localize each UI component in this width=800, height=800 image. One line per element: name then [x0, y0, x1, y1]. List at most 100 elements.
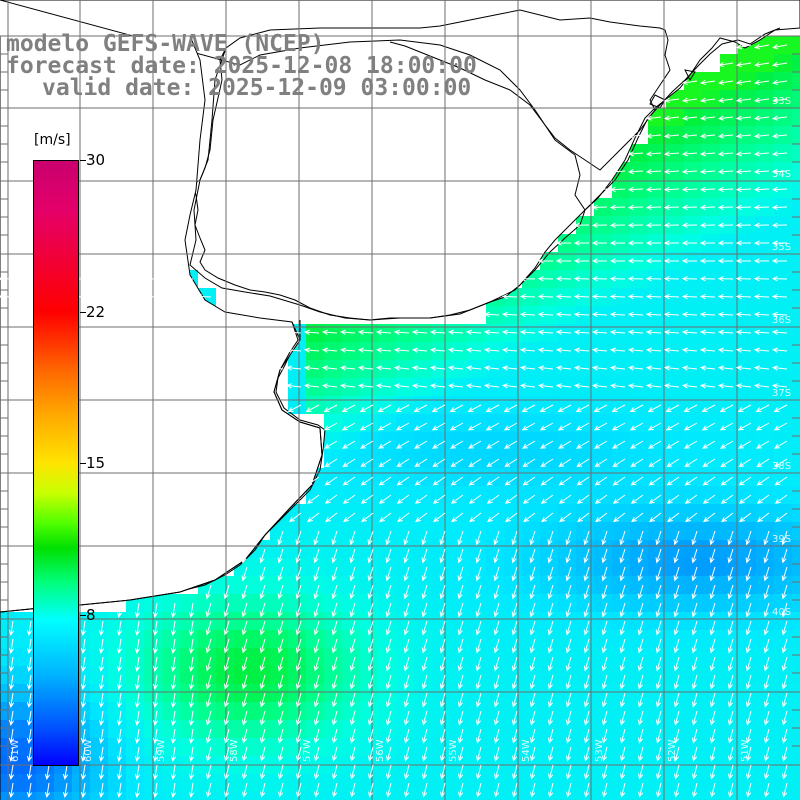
wind-arrow: [684, 440, 698, 449]
wind-cell: [468, 432, 486, 450]
wind-cell: [630, 648, 648, 666]
wind-arrow: [619, 584, 626, 600]
wind-cell: [702, 90, 720, 108]
wind-arrow: [493, 638, 500, 654]
wind-arrow: [339, 329, 356, 335]
wind-cell: [252, 702, 270, 720]
latitude-label: 33S: [772, 96, 791, 107]
wind-arrow: [637, 566, 644, 582]
wind-cell: [720, 522, 738, 540]
wind-cell: [648, 648, 666, 666]
wind-cell: [558, 630, 576, 648]
wind-cell: [0, 774, 18, 792]
wind-cell: [216, 630, 234, 648]
wind-cell: [288, 648, 306, 666]
wind-arrow: [519, 276, 536, 282]
wind-arrow: [511, 710, 518, 726]
wind-cell: [306, 702, 324, 720]
wind-arrow: [700, 61, 716, 68]
wind-arrow: [457, 584, 464, 600]
wind-cell: [288, 522, 306, 540]
wind-arrow: [763, 710, 770, 726]
wind-arrow: [134, 656, 141, 672]
wind-arrow: [702, 440, 716, 449]
wind-cell: [774, 558, 792, 576]
wind-cell: [324, 684, 342, 702]
wind-arrow: [555, 240, 572, 246]
wind-arrow: [763, 674, 770, 690]
wind-arrow: [539, 404, 554, 412]
wind-cell: [792, 576, 800, 594]
wind-arrow: [655, 548, 662, 564]
wind-arrow: [323, 404, 338, 412]
wind-arrow: [727, 566, 734, 582]
wind-arrow: [350, 782, 356, 798]
wind-cell: [198, 738, 216, 756]
wind-cell: [342, 774, 360, 792]
wind-arrow: [681, 97, 698, 103]
wind-arrow: [573, 365, 590, 371]
wind-arrow: [699, 311, 716, 318]
wind-cell: [720, 72, 738, 90]
wind-arrow: [523, 512, 536, 523]
wind-cell: [414, 666, 432, 684]
wind-arrow: [152, 638, 159, 654]
wind-arrow: [619, 530, 626, 546]
wind-cell: [36, 792, 54, 800]
wind-arrow: [547, 638, 554, 654]
wind-arrow: [277, 692, 284, 708]
wind-arrow: [720, 494, 734, 504]
wind-cell: [648, 702, 666, 720]
latitude-label: 36S: [772, 315, 791, 326]
wind-arrow: [296, 782, 302, 798]
wind-arrow: [303, 383, 320, 389]
wind-arrow: [702, 458, 716, 468]
wind-cell: [522, 612, 540, 630]
wind-arrow: [367, 692, 374, 708]
wind-arrow: [719, 404, 734, 412]
wind-arrow: [188, 620, 195, 636]
wind-arrow: [691, 656, 698, 672]
wind-arrow: [746, 782, 752, 798]
wind-arrow: [612, 494, 626, 504]
wind-arrow: [745, 692, 752, 708]
wind-cell: [270, 630, 288, 648]
wind-arrow: [645, 383, 662, 389]
wind-cell: [540, 540, 558, 558]
wind-cell: [504, 522, 522, 540]
wind-cell: [414, 432, 432, 450]
wind-arrow: [511, 584, 518, 600]
wind-arrow: [493, 566, 500, 582]
wind-arrow: [295, 692, 302, 708]
wind-arrow: [504, 440, 518, 449]
wind-cell: [396, 684, 414, 702]
wind-arrow: [666, 458, 680, 468]
wind-cell: [576, 774, 594, 792]
wind-arrow: [223, 746, 230, 762]
wind-arrow: [681, 329, 698, 335]
wind-cell: [612, 738, 630, 756]
wind-arrow: [629, 404, 644, 412]
wind-arrow: [655, 746, 662, 762]
wind-arrow: [494, 764, 500, 780]
wind-cell: [108, 630, 126, 648]
wind-arrow: [475, 728, 482, 744]
wind-arrow: [357, 329, 374, 335]
wind-cell: [378, 612, 396, 630]
wind-cell: [738, 558, 756, 576]
wind-arrow: [645, 258, 662, 264]
wind-cell: [594, 684, 612, 702]
wind-arrow: [433, 512, 446, 523]
wind-cell: [738, 684, 756, 702]
wind-arrow: [663, 204, 680, 210]
wind-arrow: [627, 276, 644, 282]
wind-arrow: [663, 133, 680, 139]
colorbar-tick-mark: [80, 160, 86, 161]
wind-arrow: [475, 692, 482, 708]
wind-cell: [324, 774, 342, 792]
wind-arrow: [709, 548, 716, 564]
wind-cell: [630, 738, 648, 756]
wind-cell: [396, 576, 414, 594]
wind-cell: [738, 648, 756, 666]
